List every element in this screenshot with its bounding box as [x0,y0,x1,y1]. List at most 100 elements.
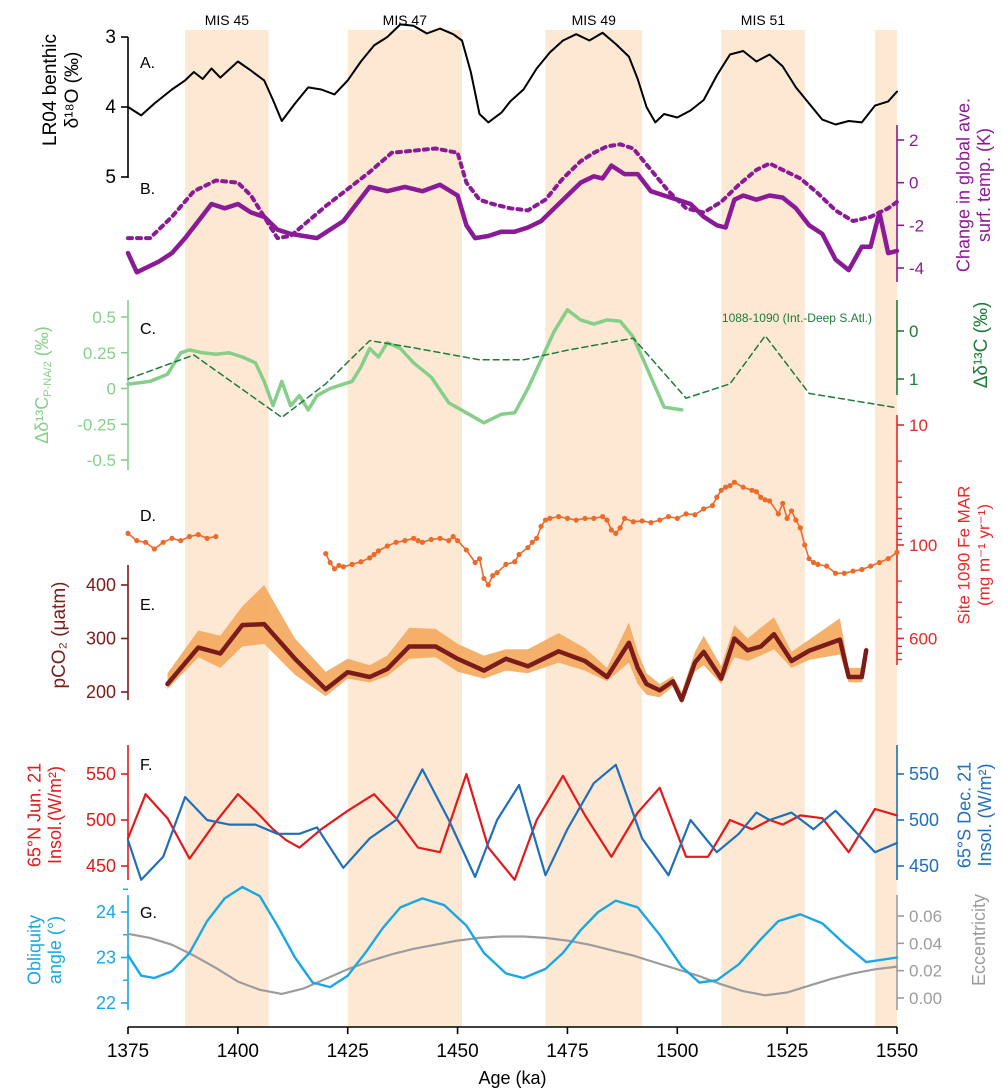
mis-label: MIS 45 [205,12,250,28]
fe-mar-point [802,542,808,548]
mis-band [875,30,897,1027]
fe-mar-point [815,561,821,567]
fe-mar-point [204,535,210,541]
fe-mar-point [340,564,346,570]
fe-mar-point [393,539,399,545]
axis-label: Insol. (W/m²) [975,764,995,867]
panel-letter: A. [140,55,155,72]
fe-mar-point [718,487,724,493]
y-tick-label: 300 [86,629,116,649]
fe-mar-point [780,500,786,506]
mis-band [545,30,643,1027]
fe-mar-point [134,538,140,544]
fe-mar-point [402,538,408,544]
axis-label: Site 1090 Fe MAR [955,486,974,625]
fe-mar-point [784,515,790,521]
series-pco2 [165,621,869,703]
fe-mar-point [564,515,571,521]
axis-label-subscript: P-NA/2 [42,361,54,396]
panel-letter: E. [140,597,155,614]
y-tick-label: -0.5 [87,451,116,470]
fe-mar-point [788,508,795,514]
mis-band [347,30,462,1027]
annotation: 1088-1090 (Int.-Deep S.Atl.) [722,311,872,325]
fe-mar-point [714,494,720,500]
fe-mar-point [125,530,131,536]
y-tick-label: 5 [105,167,116,188]
y-tick-label: 500 [86,810,116,830]
fe-mar-point [582,515,588,521]
y-tick-label: 0.5 [92,308,116,327]
x-tick-label: 1500 [656,1041,698,1062]
fe-mar-point [810,559,817,566]
axis-label: Δδ¹³C (‰) [971,302,992,389]
series-d13c-pna [126,308,684,425]
y-tick-label: 100 [909,536,937,555]
panel-letter: B. [140,181,155,198]
fe-mar-point [793,517,799,523]
fe-mar-point [859,566,865,573]
axis-label: (mg m⁻¹ yr⁻¹) [974,504,993,606]
fe-mar-point [331,566,338,572]
series-temp-solid [125,163,900,275]
panel-letter: F. [140,757,152,774]
fe-mar-point [186,533,193,540]
mis-band [185,30,269,1027]
fe-mar-point [419,539,426,545]
fe-mar-point [371,551,377,558]
fe-mar-point [547,515,553,521]
fe-mar-point [617,525,623,531]
x-tick-label: 1450 [436,1041,478,1062]
fe-mar-point [534,535,540,541]
y-tick-label: 10 [909,416,928,435]
fe-mar-point [749,487,755,493]
panel-letter: C. [140,321,156,338]
x-tick-label: 1525 [766,1041,808,1062]
y-tick-label: 3 [105,27,116,48]
fe-mar-point [868,563,874,569]
y-tick-label: 0 [909,322,918,341]
axis-label: Obliquity [24,915,44,985]
panel-letter: G. [140,905,157,922]
y-tick-label: -2 [909,216,924,235]
fe-mar-point [481,575,487,582]
fe-mar-point [665,514,672,520]
axis-label: surf. temp. (K) [974,128,994,242]
fe-mar-point [762,497,768,503]
fe-mar-point [415,538,421,544]
y-tick-label: 500 [909,810,939,830]
y-tick-label: 400 [86,575,116,595]
fe-mar-point [542,517,549,523]
y-tick-label: 550 [909,764,939,784]
axis-label-part: Δδ¹³C [32,397,52,444]
y-tick-label: 0.06 [909,907,942,926]
fe-mar-point [454,538,461,544]
y-tick-label: 450 [86,856,116,876]
fe-mar-point [503,561,509,567]
fe-mar-point [556,514,562,520]
x-tick-label: 1425 [327,1041,369,1062]
fe-mar-point [178,538,184,544]
fe-mar-point [367,555,373,561]
fe-mar-point [775,511,781,517]
fe-mar-point [375,548,382,554]
fe-mar-point [463,547,469,553]
fe-mar-point [437,535,443,541]
fe-mar-point [604,517,610,523]
fe-mar-point [806,556,812,562]
fe-mar-point [758,494,764,500]
fe-mar-point [411,535,417,541]
fe-mar-point [797,525,803,531]
series-insol-65s [126,763,899,881]
fe-mar-point [876,559,883,566]
x-tick-label: 1475 [546,1041,588,1062]
axis-label: Eccentricity [969,894,989,986]
fe-mar-point [608,527,614,533]
panel-letter: D. [140,508,156,525]
fe-mar-point [639,518,645,524]
y-tick-label: 24 [96,902,116,922]
fe-mar-point [885,556,891,562]
y-tick-label: 22 [96,993,116,1013]
fe-mar-point [450,533,456,540]
fe-mar-point [169,535,175,541]
